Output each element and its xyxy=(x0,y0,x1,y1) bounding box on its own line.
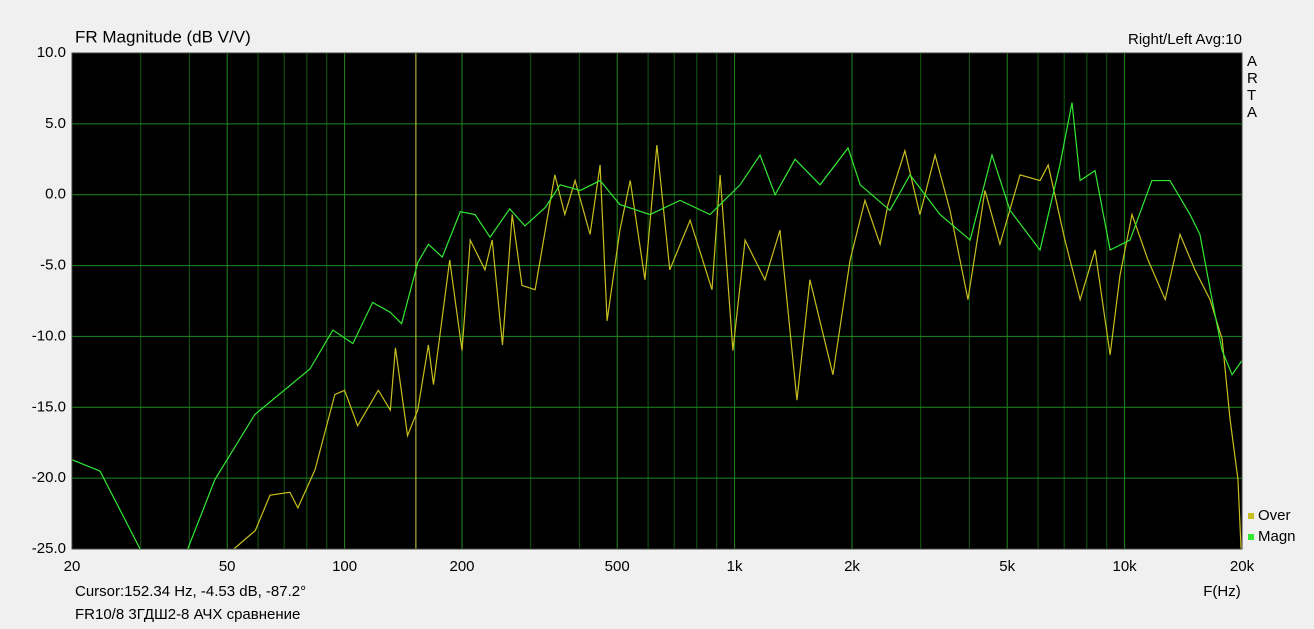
y-tick-label: 0.0 xyxy=(45,186,66,203)
x-tick-label: 100 xyxy=(332,558,357,575)
x-tick-label: 10k xyxy=(1113,558,1138,575)
series-line xyxy=(72,102,1242,549)
plot-area xyxy=(72,53,1242,549)
y-tick-label: 5.0 xyxy=(45,115,66,132)
x-tick-label: 2k xyxy=(844,558,860,575)
plot-frame xyxy=(71,52,1243,550)
x-tick-label: 200 xyxy=(449,558,474,575)
footer: FR10/8 3ГДШ2-8 АЧХ сравнение xyxy=(75,606,300,623)
series-line xyxy=(233,145,1242,549)
x-axis-label: F(Hz) xyxy=(1203,583,1241,600)
side-label: A xyxy=(1247,104,1257,121)
plot-layer xyxy=(72,53,1242,549)
cursor-readout: Cursor:152.34 Hz, -4.53 dB, -87.2° xyxy=(75,583,306,600)
y-tick-label: -15.0 xyxy=(32,398,66,415)
legend-swatch xyxy=(1248,534,1254,540)
subtitle: Right/Left Avg:10 xyxy=(1128,31,1242,48)
x-tick-label: 20k xyxy=(1230,558,1255,575)
y-tick-label: -25.0 xyxy=(32,540,66,557)
x-tick-label: 500 xyxy=(605,558,630,575)
chart-title: FR Magnitude (dB V/V) xyxy=(75,27,251,46)
x-tick-label: 50 xyxy=(219,558,236,575)
y-tick-label: -20.0 xyxy=(32,469,66,486)
legend-label: Over xyxy=(1258,507,1291,524)
side-label: A xyxy=(1247,53,1257,70)
x-tick-label: 20 xyxy=(64,558,81,575)
legend-label: Magn xyxy=(1258,528,1296,545)
y-tick-label: 10.0 xyxy=(37,44,66,61)
side-label: R xyxy=(1247,70,1258,87)
legend-swatch xyxy=(1248,513,1254,519)
side-label: T xyxy=(1247,87,1256,104)
y-tick-label: -10.0 xyxy=(32,327,66,344)
x-tick-label: 1k xyxy=(727,558,743,575)
y-tick-label: -5.0 xyxy=(40,257,66,274)
x-tick-label: 5k xyxy=(999,558,1015,575)
